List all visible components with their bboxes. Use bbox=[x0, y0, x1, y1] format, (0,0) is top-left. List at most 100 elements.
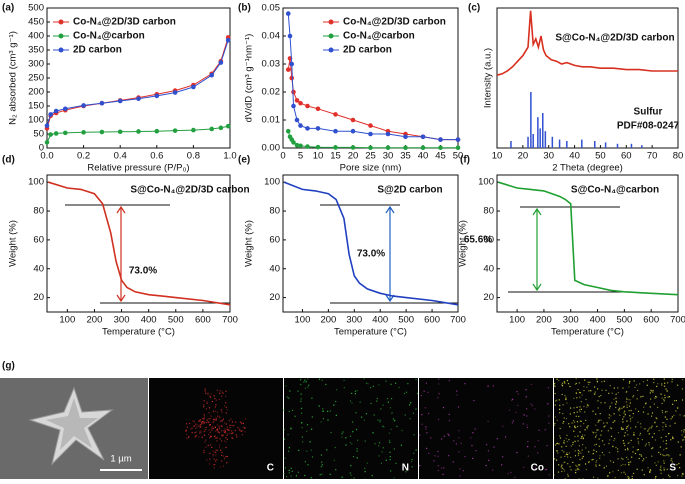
eds-dot bbox=[527, 446, 528, 447]
eds-dot bbox=[417, 393, 418, 394]
eds-dot bbox=[222, 420, 223, 421]
eds-dot bbox=[633, 432, 634, 433]
eds-dot bbox=[635, 408, 636, 409]
point bbox=[219, 126, 224, 131]
eds-dot bbox=[205, 422, 206, 423]
eds-dot bbox=[233, 425, 234, 426]
series-line bbox=[288, 58, 458, 139]
point bbox=[421, 145, 426, 150]
eds-dot bbox=[215, 427, 216, 428]
eds-dot bbox=[289, 472, 290, 473]
eds-dot bbox=[642, 460, 643, 461]
eds-dot bbox=[614, 387, 615, 388]
eds-dot bbox=[600, 402, 601, 403]
eds-dot bbox=[286, 476, 287, 477]
eds-dot bbox=[609, 417, 610, 418]
eds-dot bbox=[383, 447, 384, 448]
eds-dot bbox=[342, 431, 343, 432]
eds-dot bbox=[196, 424, 197, 425]
eds-dot bbox=[421, 395, 422, 396]
eds-dot bbox=[200, 426, 201, 427]
eds-dot bbox=[386, 460, 387, 461]
eds-dot bbox=[632, 476, 633, 477]
eds-dot bbox=[195, 424, 196, 425]
eds-dot bbox=[321, 462, 322, 463]
eds-dot bbox=[596, 430, 597, 431]
eds-dot bbox=[224, 405, 225, 406]
x-tick-label: 700 bbox=[670, 315, 685, 326]
eds-dot bbox=[601, 390, 602, 391]
eds-dot bbox=[525, 389, 526, 390]
eds-dot bbox=[209, 429, 210, 430]
y-tick-label: 350 bbox=[28, 45, 44, 56]
eds-dot bbox=[625, 414, 626, 415]
eds-dot bbox=[662, 422, 663, 423]
eds-dot bbox=[615, 403, 616, 404]
eds-dot bbox=[547, 403, 548, 404]
eds-dot bbox=[208, 418, 209, 419]
eds-dot bbox=[210, 424, 211, 425]
eds-dot bbox=[216, 400, 217, 401]
eds-dot bbox=[374, 414, 375, 415]
eds-dot bbox=[203, 450, 204, 451]
eds-dot bbox=[582, 458, 583, 459]
eds-dot bbox=[243, 427, 244, 428]
eds-dot bbox=[194, 421, 195, 422]
eds-dot bbox=[559, 435, 560, 436]
eds-dot bbox=[557, 420, 558, 421]
eds-dot bbox=[207, 394, 208, 395]
eds-dot bbox=[217, 430, 218, 431]
eds-dot bbox=[319, 405, 320, 406]
eds-dot bbox=[205, 429, 206, 430]
eds-dot bbox=[355, 393, 356, 394]
eds-dot bbox=[614, 420, 615, 421]
eds-dot bbox=[564, 456, 565, 457]
eds-dot bbox=[449, 380, 450, 381]
eds-dot bbox=[656, 426, 657, 427]
x-axis-label: Pore size (nm) bbox=[340, 163, 402, 174]
eds-dot bbox=[382, 451, 383, 452]
eds-dot bbox=[573, 398, 574, 399]
point bbox=[155, 94, 160, 99]
eds-dot bbox=[671, 418, 672, 419]
eds-dot bbox=[365, 441, 366, 442]
eds-dot bbox=[575, 472, 576, 473]
y-tick-label: 80 bbox=[269, 206, 280, 217]
eds-dot bbox=[530, 403, 531, 404]
eds-dot bbox=[320, 474, 321, 475]
eds-dot bbox=[558, 464, 559, 465]
eds-dot bbox=[664, 395, 665, 396]
eds-dot bbox=[578, 416, 579, 417]
eds-dot bbox=[615, 477, 616, 478]
eds-dot bbox=[365, 471, 366, 472]
eds-dot bbox=[656, 418, 657, 419]
legend-label: Co-N₄@carbon bbox=[343, 31, 415, 42]
eds-dot bbox=[297, 391, 298, 392]
eds-dot bbox=[211, 436, 212, 437]
eds-dot bbox=[638, 449, 639, 450]
eds-dot bbox=[666, 443, 667, 444]
eds-dot bbox=[302, 441, 303, 442]
eds-dot bbox=[227, 435, 228, 436]
eds-dot bbox=[205, 447, 206, 448]
eds-dot bbox=[219, 399, 220, 400]
eds-dot bbox=[665, 424, 666, 425]
eds-dot bbox=[215, 452, 216, 453]
x-tick-label: 45 bbox=[435, 151, 446, 162]
eds-dot bbox=[577, 412, 578, 413]
eds-dot bbox=[187, 427, 188, 428]
point bbox=[81, 130, 86, 135]
eds-dot bbox=[319, 379, 320, 380]
eds-dot bbox=[288, 451, 289, 452]
eds-dot bbox=[219, 417, 220, 418]
eds-dot bbox=[661, 385, 662, 386]
eds-dot bbox=[580, 425, 581, 426]
eds-dot bbox=[437, 397, 438, 398]
eds-dot bbox=[645, 445, 646, 446]
eds-dot bbox=[611, 402, 612, 403]
eds-dot bbox=[579, 382, 580, 383]
eds-dot bbox=[399, 387, 400, 388]
y-tick-label: 20 bbox=[33, 292, 44, 303]
x-tick-label: 25 bbox=[365, 151, 376, 162]
